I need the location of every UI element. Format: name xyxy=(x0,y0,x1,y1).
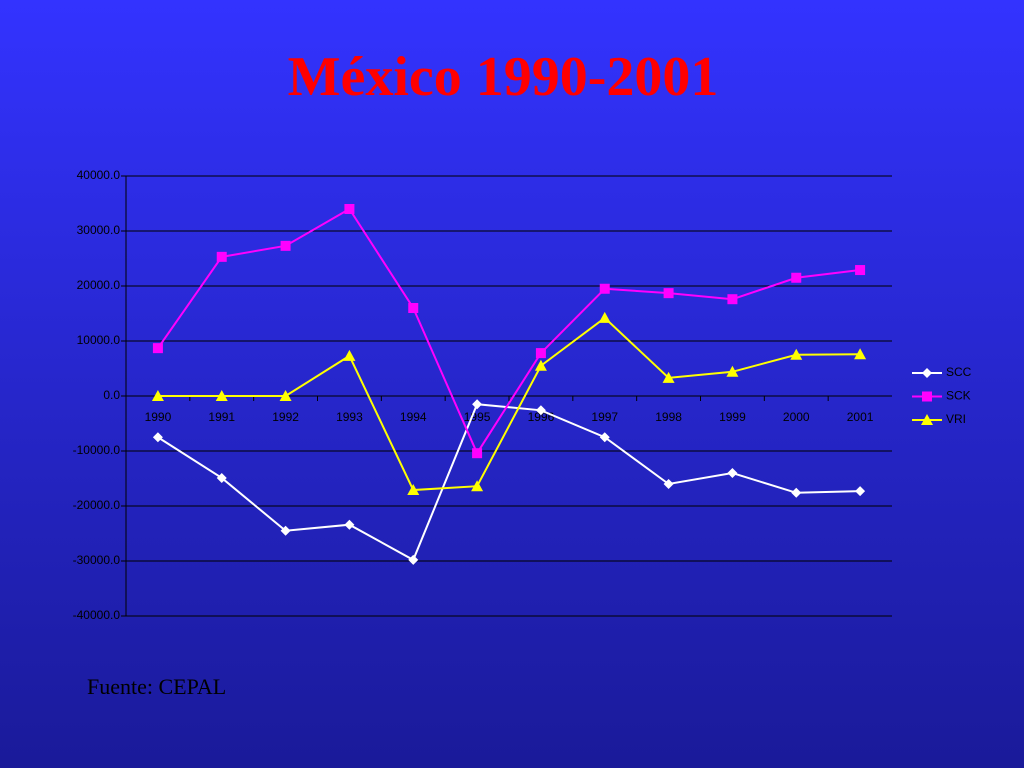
x-tick-label: 1997 xyxy=(591,410,618,424)
data-point xyxy=(471,480,484,492)
data-point xyxy=(855,265,866,276)
x-tick-label: 1998 xyxy=(655,410,682,424)
data-point xyxy=(854,348,867,360)
x-tick-label: 1993 xyxy=(336,410,363,424)
legend-marker xyxy=(922,368,932,378)
legend-label: SCK xyxy=(946,389,971,403)
x-tick-label: 1990 xyxy=(145,410,172,424)
y-tick-label: -10000.0 xyxy=(73,443,121,457)
x-tick-label: 1999 xyxy=(719,410,746,424)
data-point xyxy=(535,348,546,359)
data-point xyxy=(215,390,228,401)
data-point xyxy=(280,525,291,536)
data-point xyxy=(408,303,419,313)
data-point xyxy=(216,472,227,483)
data-point xyxy=(662,371,675,383)
data-point xyxy=(472,448,483,459)
data-point xyxy=(663,479,674,489)
data-point xyxy=(216,251,227,262)
data-point xyxy=(151,390,164,401)
data-point xyxy=(598,311,611,323)
y-tick-label: 20000.0 xyxy=(77,278,121,292)
x-tick-label: 1992 xyxy=(272,410,299,424)
y-tick-label: -30000.0 xyxy=(73,553,121,567)
data-point xyxy=(280,240,291,251)
x-tick-label: 2000 xyxy=(783,410,810,424)
legend-label: SCC xyxy=(946,365,972,379)
x-tick-label: 1991 xyxy=(208,410,235,424)
legend-marker xyxy=(922,391,932,402)
legend-marker xyxy=(921,414,933,425)
series-line xyxy=(157,207,861,456)
y-tick-label: -40000.0 xyxy=(73,608,121,622)
data-point xyxy=(727,294,738,305)
data-point xyxy=(408,554,419,565)
data-point xyxy=(599,432,610,443)
y-tick-label: 0.0 xyxy=(103,388,120,402)
source-note: Fuente: CEPAL xyxy=(87,674,226,699)
data-point xyxy=(407,484,420,496)
y-tick-label: 10000.0 xyxy=(77,333,121,347)
data-point xyxy=(727,468,738,478)
data-point xyxy=(791,487,802,498)
data-point xyxy=(343,349,356,361)
y-tick-label: 40000.0 xyxy=(77,168,121,182)
data-point xyxy=(535,405,546,416)
data-point xyxy=(855,486,866,497)
data-point xyxy=(472,399,483,410)
data-point xyxy=(534,359,547,371)
data-point xyxy=(791,272,802,283)
x-tick-label: 2001 xyxy=(847,410,874,424)
data-point xyxy=(599,283,610,294)
y-tick-label: 30000.0 xyxy=(77,223,121,237)
chart-title: México 1990-2001 xyxy=(288,46,719,108)
data-point xyxy=(279,390,292,401)
data-point xyxy=(344,519,355,530)
legend-label: VRI xyxy=(946,412,966,426)
x-tick-label: 1995 xyxy=(464,410,491,424)
series-line xyxy=(157,316,861,492)
data-point xyxy=(152,432,163,443)
data-point xyxy=(152,343,163,354)
data-point xyxy=(726,365,739,377)
x-tick-label: 1994 xyxy=(400,410,427,424)
data-point xyxy=(663,288,674,299)
series-line xyxy=(157,403,861,562)
data-point xyxy=(790,348,803,360)
y-tick-label: -20000.0 xyxy=(73,498,121,512)
data-point xyxy=(344,204,355,214)
